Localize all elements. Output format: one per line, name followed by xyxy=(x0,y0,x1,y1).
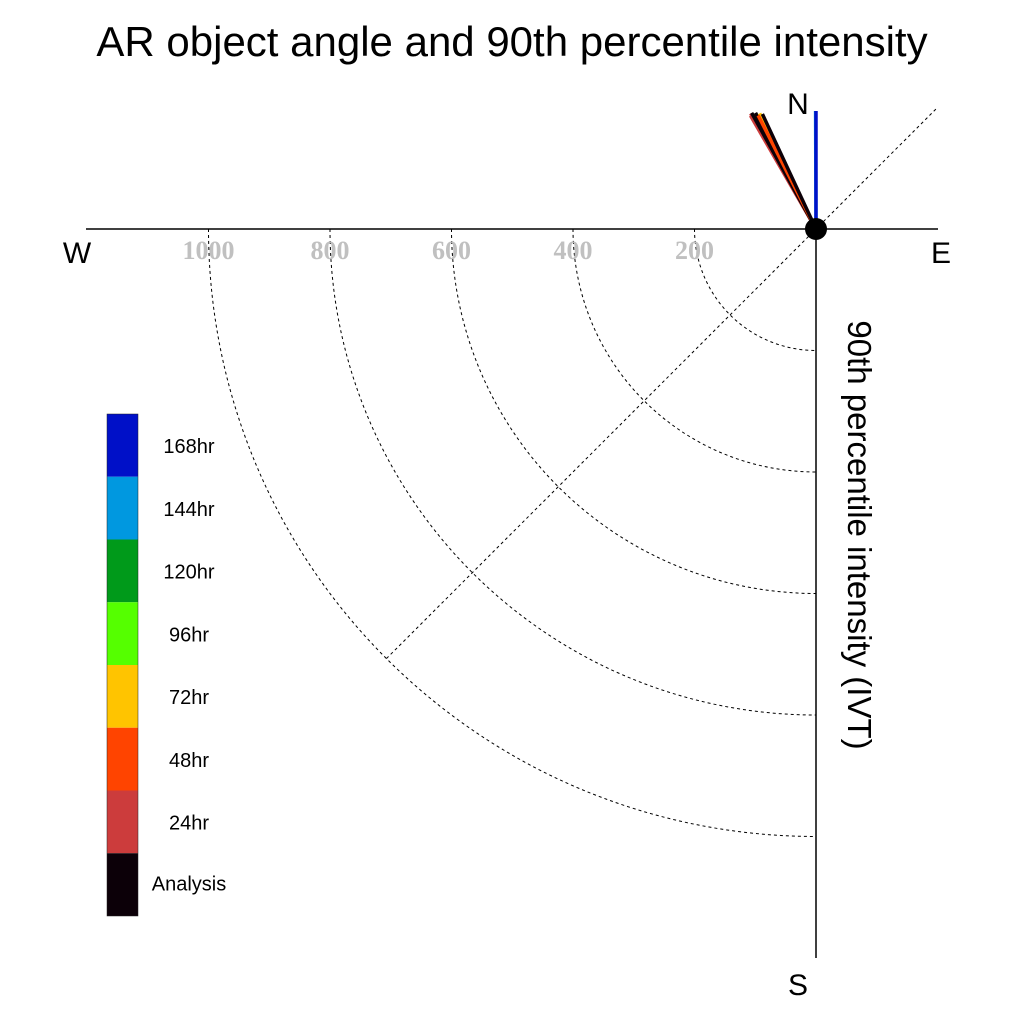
compass-east: E xyxy=(931,237,951,270)
ring-label-1000: 1000 xyxy=(183,236,235,265)
legend-swatch-24hr xyxy=(107,790,138,854)
legend-swatch-96hr xyxy=(107,602,138,665)
grid-ring-1000 xyxy=(208,228,817,837)
vector-analysis-7 xyxy=(760,113,818,230)
ring-label-600: 600 xyxy=(432,236,471,265)
legend-label-analysis: Analysis xyxy=(152,873,226,895)
legend-swatch-analysis xyxy=(107,853,138,916)
ring-label-800: 800 xyxy=(311,236,350,265)
ring-label-400: 400 xyxy=(554,236,593,265)
ring-labels: 200 400 600 800 1000 xyxy=(183,236,715,265)
grid-ring-400 xyxy=(572,228,817,473)
grid-diagonal xyxy=(386,107,938,659)
legend-frame xyxy=(106,413,139,917)
legend-label-24hr: 24hr xyxy=(169,813,209,835)
ring-label-200: 200 xyxy=(675,236,714,265)
compass-north: N xyxy=(787,88,809,121)
chart-title: AR object angle and 90th percentile inte… xyxy=(96,18,927,65)
grid-ring-600 xyxy=(451,228,817,594)
radial-axis-title: 90th percentile intensity (IVT) xyxy=(841,320,878,749)
grid-layer xyxy=(208,107,938,837)
origin-dot xyxy=(805,218,827,240)
legend-swatch-144hr xyxy=(107,476,138,540)
compass-west: W xyxy=(63,237,92,270)
legend-swatch-168hr xyxy=(107,414,138,477)
grid-ring-200 xyxy=(694,228,817,351)
legend-label-120hr: 120hr xyxy=(163,562,214,584)
compass-south: S xyxy=(788,969,808,1002)
legend-label-48hr: 48hr xyxy=(169,750,209,772)
legend-label-144hr: 144hr xyxy=(163,499,214,521)
legend-swatch-48hr xyxy=(107,727,138,791)
legend-swatch-120hr xyxy=(107,539,138,603)
legend-label-96hr: 96hr xyxy=(169,624,209,646)
legend-label-168hr: 168hr xyxy=(163,436,214,458)
grid-ring-800 xyxy=(329,228,817,716)
legend: 168hr 144hr 120hr 96hr 72hr 48hr 24hr Analysis xyxy=(106,413,226,917)
legend-label-72hr: 72hr xyxy=(169,687,209,709)
vectors-layer xyxy=(748,110,818,230)
legend-swatch-72hr xyxy=(107,665,138,728)
